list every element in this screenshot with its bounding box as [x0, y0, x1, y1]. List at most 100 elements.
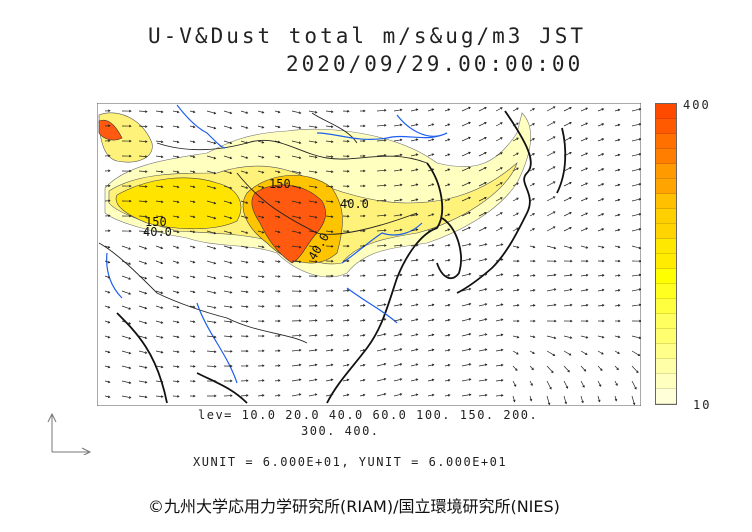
wind-arrow	[291, 319, 302, 323]
wind-arrow	[359, 289, 366, 292]
wind-arrow	[546, 380, 552, 390]
wind-arrow	[529, 289, 536, 292]
wind-arrow	[104, 305, 111, 309]
wind-arrow	[342, 229, 350, 233]
wind-arrow	[223, 125, 233, 130]
wind-arrow	[461, 287, 472, 292]
wind-arrow	[461, 211, 471, 217]
wind-arrow	[325, 319, 334, 322]
wind-arrow	[240, 125, 249, 129]
wind-arrow	[291, 125, 302, 130]
wind-arrow	[512, 182, 519, 187]
wind-arrow	[240, 349, 249, 353]
wind-arrow	[444, 183, 451, 187]
wind-arrow	[631, 350, 641, 356]
wind-arrow	[359, 169, 366, 173]
colorbar-band	[656, 134, 676, 149]
wind-arrow	[376, 109, 387, 112]
wind-arrow	[274, 185, 281, 189]
wind-arrow	[189, 394, 196, 398]
wind-arrow	[155, 365, 164, 369]
wind-arrow	[631, 303, 641, 307]
wind-arrow	[257, 245, 265, 249]
wind-arrow	[410, 228, 419, 232]
wind-arrow	[325, 125, 334, 129]
wind-arrow	[291, 215, 302, 220]
wind-arrow	[223, 290, 233, 294]
wind-arrow	[376, 258, 387, 262]
wind-arrow	[206, 185, 217, 190]
wind-arrow	[308, 393, 318, 397]
wind-arrow	[478, 181, 487, 187]
wind-arrow	[597, 259, 605, 263]
wind-arrow	[172, 140, 180, 144]
wind-arrow	[546, 136, 556, 142]
wind-arrow	[597, 380, 602, 387]
wind-arrow	[512, 259, 520, 263]
wind-arrow	[597, 123, 605, 127]
wind-arrow	[342, 393, 350, 397]
wind-arrow	[359, 244, 366, 248]
colorbar-band	[656, 194, 676, 209]
wind-arrow	[512, 152, 519, 157]
wind-arrow	[274, 170, 281, 174]
wind-arrow	[121, 199, 132, 203]
wind-arrow	[631, 152, 641, 157]
wind-arrow	[121, 184, 132, 188]
wind-arrow	[478, 318, 488, 322]
wind-arrow	[580, 365, 587, 372]
wind-arrow	[172, 290, 180, 294]
wind-arrow	[597, 365, 603, 371]
contour-label: 40.0	[143, 225, 172, 239]
wind-arrow	[631, 245, 641, 250]
wind-arrow	[189, 275, 196, 279]
wind-arrow	[206, 394, 217, 398]
wind-arrow	[189, 365, 196, 368]
wind-arrow	[325, 185, 334, 189]
wind-arrow	[614, 123, 621, 127]
wind-arrow	[206, 200, 217, 205]
wind-arrow	[223, 245, 233, 250]
wind-arrow	[444, 318, 451, 322]
wind-arrow	[138, 230, 148, 233]
wind-arrow	[257, 394, 265, 397]
wind-arrow	[512, 274, 520, 277]
wind-arrow	[461, 166, 471, 172]
wind-arrow	[206, 230, 217, 235]
wind-arrow	[359, 139, 366, 143]
wind-arrow	[461, 106, 471, 112]
wind-arrow	[308, 185, 318, 189]
wind-arrow	[393, 183, 403, 187]
wind-arrow	[121, 365, 132, 370]
wind-arrow	[257, 230, 265, 234]
colorbar-band	[656, 209, 676, 224]
wind-arrow	[427, 213, 435, 217]
wind-arrow	[512, 107, 519, 112]
wind-arrow	[563, 226, 572, 232]
wind-arrow	[121, 380, 132, 384]
wind-arrow	[597, 228, 605, 232]
wind-arrow	[529, 123, 535, 127]
wind-arrow	[342, 348, 350, 352]
wind-arrow	[597, 138, 605, 142]
wind-arrow	[614, 138, 621, 142]
colorbar-band	[656, 314, 676, 329]
wind-arrow	[172, 215, 180, 219]
wind-arrow	[563, 211, 572, 217]
wind-arrow	[325, 245, 334, 248]
colorbar-band	[656, 104, 676, 119]
wind-arrow	[325, 230, 334, 234]
wind-arrow	[223, 320, 233, 324]
wind-arrow	[240, 364, 249, 368]
wind-arrow	[614, 259, 621, 263]
wind-arrow	[104, 380, 111, 384]
contour-label: 150	[269, 177, 291, 191]
wind-arrow	[461, 121, 471, 127]
wind-arrow	[580, 245, 589, 249]
wind-arrow	[631, 380, 637, 390]
wind-arrow	[359, 259, 366, 263]
wind-arrow	[512, 167, 519, 172]
wind-arrow	[529, 350, 535, 354]
colorbar-band	[656, 149, 676, 164]
wind-arrow	[206, 365, 217, 368]
